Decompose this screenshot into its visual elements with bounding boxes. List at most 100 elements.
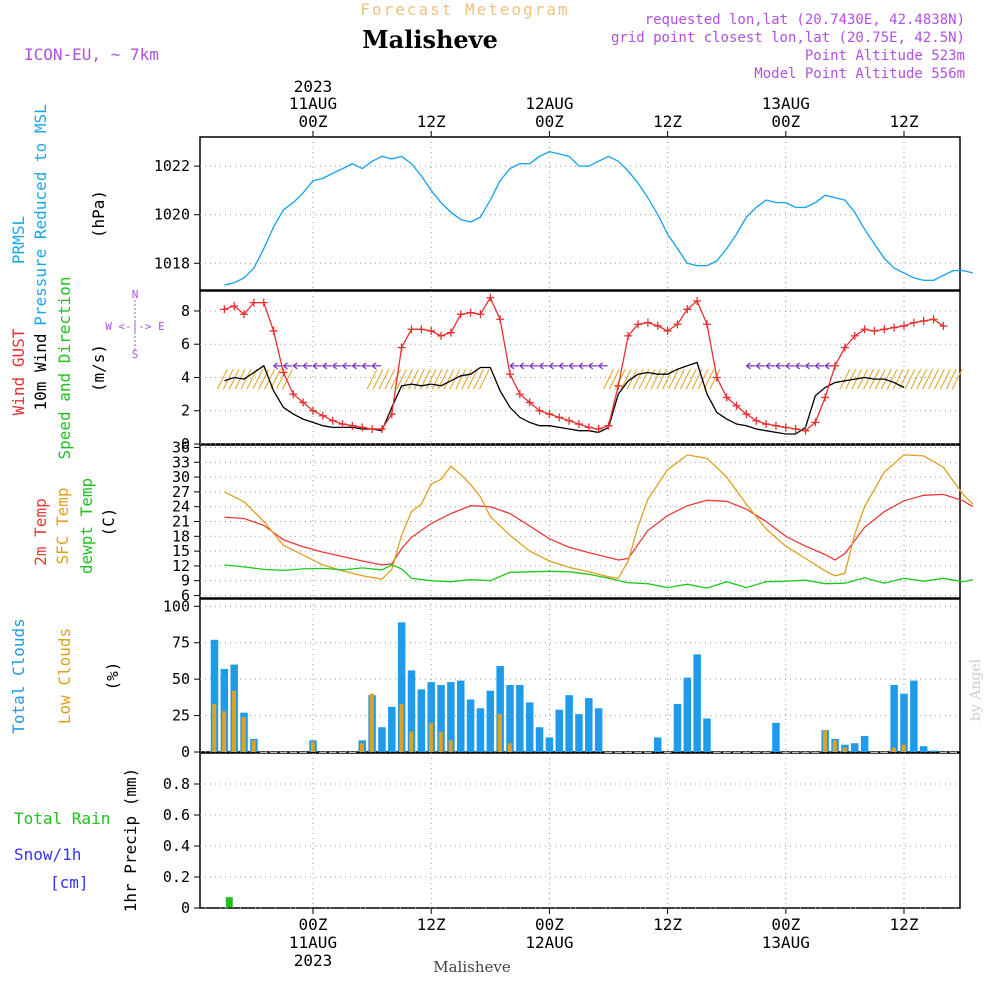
wind-gust-marker	[722, 393, 731, 402]
y-tick-label: 33	[172, 453, 190, 471]
grid-point-coords: grid point closest lon,lat (20.75E, 42.5…	[611, 30, 965, 46]
wind-gust-marker	[249, 298, 258, 307]
total-cloud-bar	[594, 708, 603, 752]
y-tick-label: 100	[163, 597, 190, 615]
wind-10m-label: 10m Wind	[31, 333, 50, 410]
wind-gust-marker	[289, 390, 298, 399]
wind-gust-marker	[909, 318, 918, 327]
total-cloud-bar	[565, 695, 573, 752]
panel-frame-pressure	[199, 136, 961, 291]
snow-label: Snow/1h	[14, 845, 81, 864]
wind-direction-hatch	[372, 368, 384, 390]
top-axis-year: 2023	[294, 77, 333, 96]
low-cloud-bar	[251, 740, 256, 752]
wind-direction-arrowhead	[332, 362, 338, 370]
wind-direction-arrowhead	[558, 362, 564, 370]
wind-labels: Wind GUST 10m Wind Speed and Direction (…	[9, 276, 165, 459]
dewpt-label: dewpt Temp	[77, 478, 96, 574]
y-tick-label: 9	[181, 572, 190, 590]
dewpt-line	[224, 564, 974, 589]
wind-gust-marker	[604, 421, 613, 430]
compass-south: S	[132, 348, 139, 361]
meteogram-subtitle: Forecast Meteogram	[360, 0, 569, 19]
wind-gust-marker	[860, 325, 869, 334]
y-tick-label: 30	[172, 468, 190, 486]
wind-gust-marker	[712, 373, 721, 382]
wind-gust-marker	[643, 318, 652, 327]
total-cloud-bar	[585, 698, 593, 752]
wind-gust-marker	[407, 325, 416, 334]
y-tick-label: 4	[181, 368, 190, 386]
wind-direction-hatch	[234, 368, 246, 390]
y-tick-labels: 1018102010220246869121518212427303336025…	[154, 157, 200, 917]
wind-gust-marker	[348, 421, 357, 430]
wind-gust-label: Wind GUST	[9, 328, 28, 415]
wind-gust-marker	[880, 325, 889, 334]
total-cloud-bar	[693, 654, 701, 752]
wind-plot	[217, 294, 963, 435]
wind-direction-arrowhead	[361, 362, 367, 370]
y-tick-label: 0.8	[163, 775, 190, 793]
top-axis-hour: 00Z	[535, 112, 564, 131]
total-cloud-bar	[496, 666, 504, 752]
wind-gust-marker	[594, 425, 603, 434]
top-axis-date: 11AUG	[289, 94, 337, 113]
wind-gust-marker	[397, 343, 406, 352]
wind-direction-hatch	[366, 368, 378, 390]
wind-direction-hatch	[390, 368, 402, 390]
top-axis-date: 12AUG	[525, 94, 573, 113]
low-cloud-bar	[360, 743, 364, 752]
wind-direction-hatch	[217, 368, 228, 390]
top-axis-hour: 12Z	[417, 112, 446, 131]
low-cloud-bar	[507, 743, 512, 752]
wind-direction-arrowhead	[352, 362, 357, 370]
wind-direction-hatch	[408, 368, 419, 390]
wind-direction-arrowhead	[805, 362, 810, 370]
wind-direction-hatch	[679, 368, 691, 390]
y-tick-label: 36	[172, 438, 190, 456]
wind-gust-marker	[476, 310, 485, 319]
wind-direction-arrowhead	[814, 362, 820, 370]
pressure-unit: (hPa)	[89, 190, 108, 238]
sfc-temp-line	[224, 454, 974, 580]
y-tick-label: 0	[181, 743, 190, 761]
wind-gust-marker	[614, 381, 623, 390]
total-cloud-bar	[427, 682, 435, 752]
wind-direction-hatch	[461, 368, 473, 390]
model-altitude: Model Point Altitude 556m	[754, 66, 965, 82]
wind-direction-hatch	[644, 368, 656, 390]
wind-speed-line	[224, 361, 905, 435]
wind-gust-marker	[850, 331, 859, 340]
bottom-axis-hour: 12Z	[653, 915, 682, 934]
wind-gust-marker	[309, 406, 317, 415]
wind-gust-marker	[525, 398, 534, 407]
wind-gust-marker	[555, 413, 564, 422]
wind-gust-marker	[574, 420, 583, 429]
low-cloud-bar	[399, 703, 404, 752]
point-altitude: Point Altitude 523m	[805, 48, 965, 64]
wind-direction-arrowhead	[292, 362, 298, 370]
cloud-unit: (%)	[103, 662, 122, 691]
wind-direction-hatch	[928, 368, 939, 390]
wind-direction-hatch	[839, 368, 851, 390]
wind-gust-marker	[840, 343, 849, 352]
wind-direction-hatch	[934, 368, 945, 390]
wind-direction-hatch	[632, 368, 644, 390]
low-cloud-bar	[369, 693, 374, 752]
wind-direction-hatch	[246, 368, 258, 390]
temp-labels: 2m Temp SFC Temp dewpt Temp (C)	[31, 478, 118, 574]
low-cloud-bar	[822, 730, 827, 752]
wind-direction-arrowhead	[302, 362, 308, 370]
wind-direction-hatch	[685, 368, 697, 390]
wind-direction-hatch	[455, 368, 467, 390]
wind-direction-hatch	[425, 368, 437, 390]
wind-gust-marker	[663, 326, 672, 335]
wind-direction-hatch	[603, 368, 614, 390]
wind-gust-marker	[535, 406, 544, 415]
temp-plot	[224, 454, 974, 589]
wind-gust-marker	[771, 421, 780, 430]
y-tick-label: 27	[172, 483, 190, 501]
wind-direction-hatch	[414, 368, 425, 390]
footer-station: Malisheve	[433, 958, 511, 976]
